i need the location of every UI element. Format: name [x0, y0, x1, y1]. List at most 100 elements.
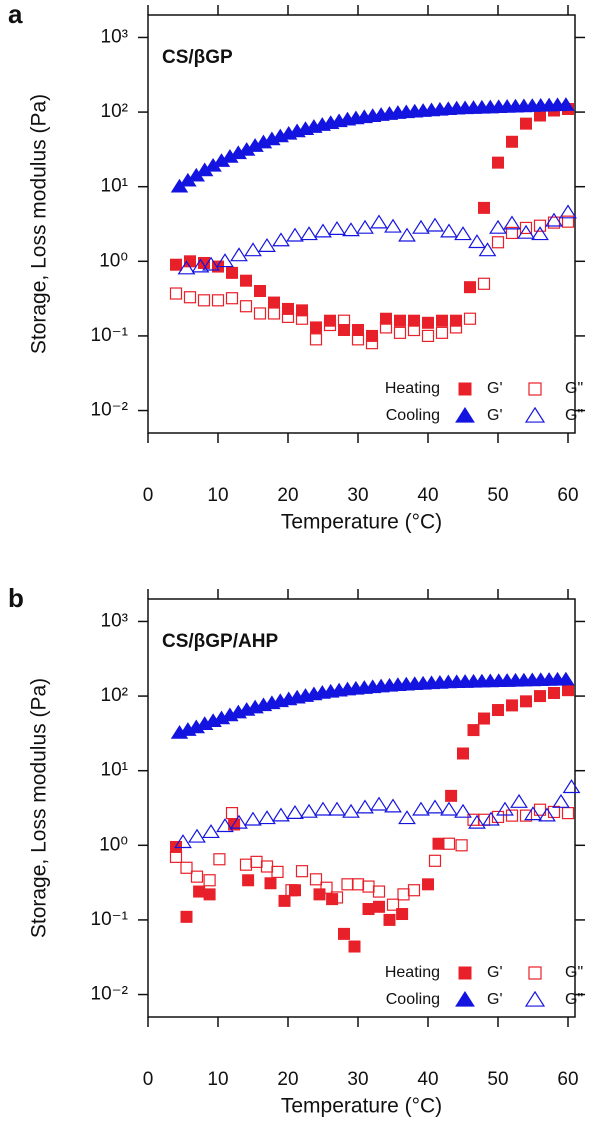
data-point: [190, 870, 204, 883]
panel-label: b: [8, 583, 24, 613]
data-point: [370, 796, 388, 811]
data-point: [203, 874, 216, 887]
data-point: [170, 258, 182, 271]
data-point: [407, 884, 421, 897]
y-tick-label: 10¹: [101, 760, 128, 781]
data-point: [180, 910, 193, 923]
legend-group: Cooling: [386, 991, 440, 1008]
y-tick-label: 10⁻²: [91, 400, 129, 421]
plot-frame: [147, 14, 576, 434]
plot-title: CS/βGP: [162, 47, 233, 68]
data-point: [272, 232, 290, 247]
data-point: [538, 807, 556, 822]
data-point: [225, 292, 239, 305]
data-point: [428, 854, 442, 867]
data-point: [421, 329, 435, 343]
data-point: [323, 318, 337, 332]
data-point: [506, 135, 518, 148]
data-point: [531, 226, 549, 241]
data-point: [285, 884, 298, 897]
data-point: [547, 805, 561, 819]
data-point: [396, 908, 409, 921]
legend-label: G': [487, 964, 503, 981]
y-tick-label: 10⁻¹: [91, 909, 129, 930]
x-tick-label: 60: [557, 485, 578, 506]
data-point: [362, 880, 375, 893]
y-tick-label: 10⁻²: [91, 984, 129, 1005]
data-point: [562, 684, 574, 697]
data-point: [457, 747, 469, 760]
data-point: [379, 321, 393, 334]
data-point: [450, 314, 462, 327]
data-point: [258, 810, 276, 825]
data-point: [557, 97, 575, 111]
legend-group: Heating: [385, 380, 440, 397]
data-point: [557, 671, 575, 686]
x-tick-label: 30: [347, 485, 368, 506]
data-point: [268, 296, 280, 309]
data-point: [202, 256, 220, 271]
legend-marker: [524, 990, 546, 1007]
data-point: [482, 811, 500, 826]
data-point: [271, 865, 284, 879]
data-point: [505, 809, 519, 822]
data-point: [373, 900, 385, 913]
data-point: [372, 885, 386, 898]
data-point: [468, 234, 486, 249]
data-point: [338, 927, 350, 940]
data-point: [289, 884, 301, 897]
data-point: [552, 793, 570, 808]
y-tick-label: 10⁰: [99, 250, 128, 271]
data-point: [440, 223, 458, 238]
x-axis-label: Temperature (°C): [281, 1095, 442, 1118]
data-point: [211, 294, 225, 307]
data-point: [230, 814, 248, 829]
x-tick-label: 40: [417, 1069, 438, 1090]
data-point: [351, 878, 365, 891]
data-point: [272, 807, 290, 822]
data-point: [454, 803, 472, 818]
data-point: [225, 807, 239, 820]
data-point: [351, 333, 365, 346]
legend-marker: [458, 966, 472, 980]
data-point: [341, 878, 354, 891]
data-point: [492, 156, 504, 169]
data-point: [467, 724, 480, 737]
data-point: [188, 828, 206, 843]
data-point: [422, 316, 434, 329]
panel-label: a: [8, 0, 23, 29]
data-point: [177, 260, 196, 275]
data-point: [398, 810, 416, 825]
data-point: [478, 712, 490, 725]
data-point: [384, 798, 402, 813]
data-point: [264, 877, 277, 890]
legend-group: Cooling: [386, 407, 440, 424]
legend-label: G": [565, 991, 583, 1008]
x-axis-label: Temperature (°C): [281, 511, 442, 534]
data-point: [366, 329, 378, 342]
panel: b CS/βGP/AHP 0 10 20 30 40 50 60 10⁻² 10⁻¹ 10⁰ 10¹ 10…: [8, 583, 585, 1118]
data-point: [412, 801, 430, 816]
y-tick-label: 10¹: [101, 176, 128, 197]
data-point: [230, 247, 248, 262]
x-tick-label: 0: [143, 485, 154, 506]
data-point: [435, 326, 449, 339]
data-point: [352, 324, 364, 337]
legend-label: G": [565, 380, 583, 397]
data-point: [478, 242, 497, 257]
data-point: [442, 837, 456, 850]
data-point: [183, 291, 197, 304]
data-point: [348, 940, 361, 953]
data-point: [561, 807, 575, 820]
data-point: [244, 242, 262, 257]
data-point: [491, 810, 505, 824]
x-tick-label: 50: [487, 1069, 508, 1090]
data-point: [300, 226, 318, 241]
data-point: [503, 215, 521, 230]
data-point: [295, 865, 309, 878]
data-point: [463, 312, 477, 325]
legend-marker: [528, 382, 542, 396]
data-point: [244, 811, 262, 826]
data-point: [330, 891, 344, 904]
data-point: [534, 690, 546, 703]
